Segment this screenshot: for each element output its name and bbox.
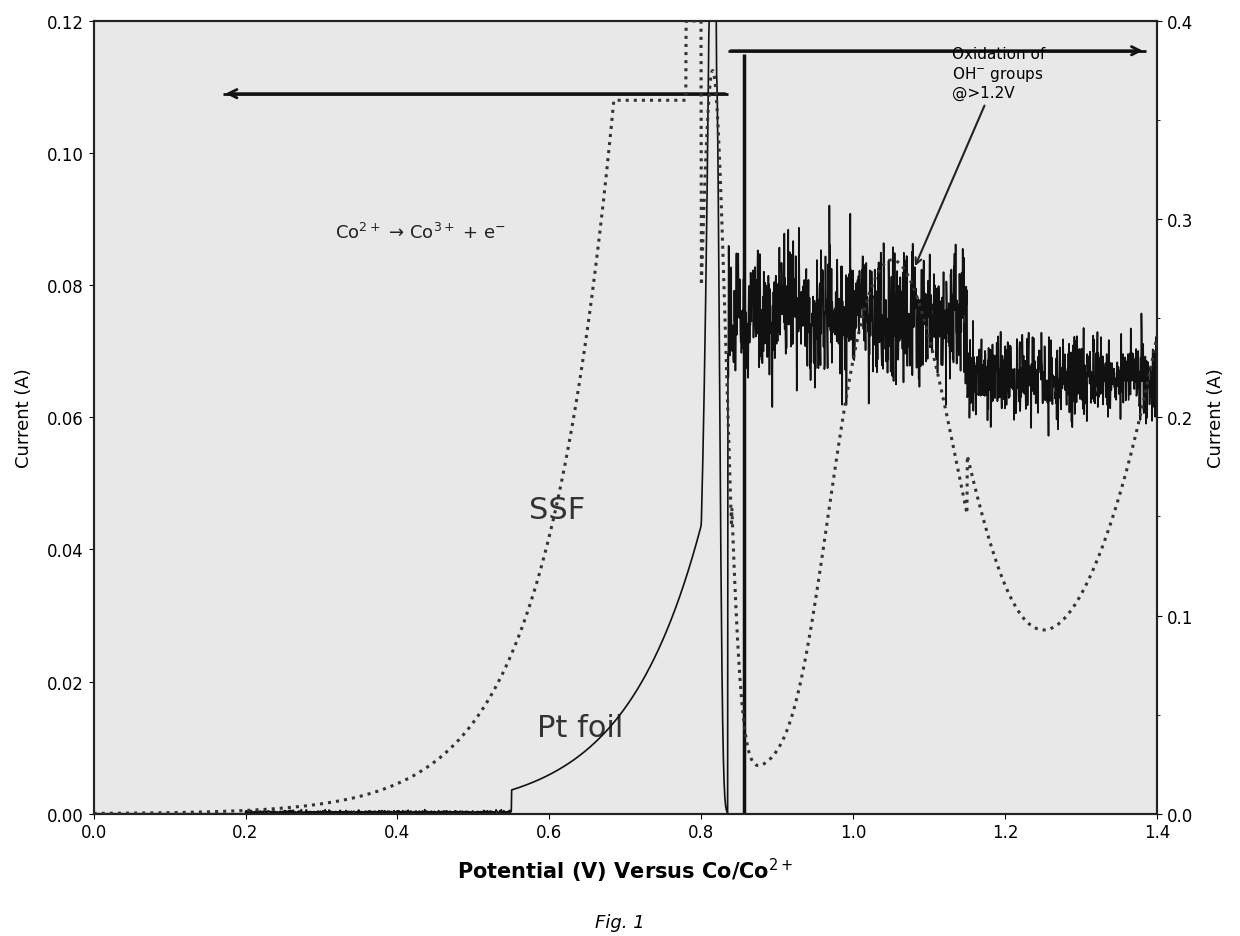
Y-axis label: Current (A): Current (A) — [1207, 368, 1225, 468]
Text: Pt foil: Pt foil — [537, 713, 622, 742]
Text: Co$^{2+}$ → Co$^{3+}$ + e$^{-}$: Co$^{2+}$ → Co$^{3+}$ + e$^{-}$ — [335, 223, 506, 243]
X-axis label: Potential (V) Versus Co/Co$^{2+}$: Potential (V) Versus Co/Co$^{2+}$ — [458, 856, 794, 884]
Y-axis label: Current (A): Current (A) — [15, 368, 33, 468]
Text: Fig. 1: Fig. 1 — [595, 913, 645, 931]
Text: SSF: SSF — [528, 496, 585, 525]
Text: Oxidation of
OH$^{-}$ groups
@>1.2V: Oxidation of OH$^{-}$ groups @>1.2V — [915, 47, 1045, 265]
